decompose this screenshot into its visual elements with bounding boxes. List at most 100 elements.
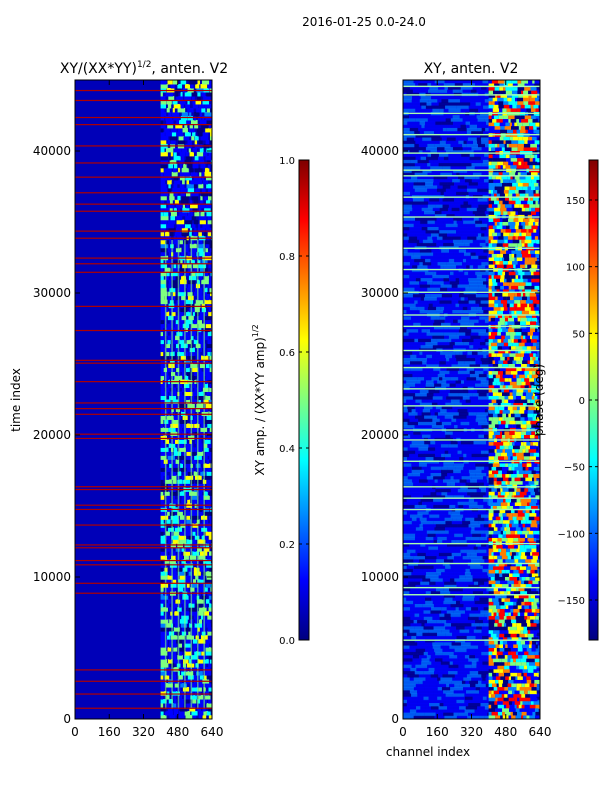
heatmap-cell [420,166,431,170]
heatmap-cell [184,651,192,656]
heatmap-cell [427,188,437,193]
heatmap-cell [193,199,199,205]
heatmap-cell [432,281,444,285]
heatmap-cell [459,172,466,177]
heatmap-cell [168,183,171,189]
heatmap-cell [436,316,440,321]
heatmap-cell [480,380,487,385]
heatmap-cell [450,434,463,439]
heatmap-cell [479,242,486,247]
heatmap-cell [450,616,460,621]
heatmap-cell [205,451,212,456]
heatmap-cell [436,150,446,154]
heatmap-cell [164,267,171,273]
flagged-row [75,145,212,147]
heatmap-cell [193,115,196,121]
heatmap-cell [207,347,212,353]
heatmap-cell [169,571,177,576]
heatmap-cell [429,86,433,91]
heatmap-cell [483,367,490,372]
heatmap-cell [432,274,444,279]
heatmap-cell [451,421,461,426]
heatmap-cell [201,643,210,648]
heatmap-cell [419,99,429,103]
heatmap-cell [179,491,185,496]
heatmap-cell [177,511,183,516]
heatmap-cell [470,616,479,621]
heatmap-cell [484,83,491,87]
flagged-row [75,433,212,435]
heatmap-cell [167,323,174,329]
heatmap-cell [403,380,407,385]
heatmap-cell [167,707,173,712]
heatmap-cell [204,683,212,688]
heatmap-cell [444,80,456,84]
heatmap-cell [538,444,540,448]
heatmap-cell [441,492,448,496]
heatmap-cell [430,472,442,477]
heatmap-cell [442,169,454,174]
heatmap-cell [471,450,481,455]
heatmap-cell [483,354,487,359]
heatmap-cell [165,115,173,121]
heatmap-cell [199,275,203,281]
heatmap-cell [436,236,443,241]
heatmap-cell [536,543,540,547]
heatmap-cell [192,131,196,137]
heatmap-cell [486,329,491,333]
heatmap-cell [419,504,427,509]
heatmap-cell [160,583,169,588]
heatmap-cell [467,393,473,397]
heatmap-cell [418,83,428,87]
heatmap-cell [403,207,413,212]
flagged-row [75,488,212,491]
heatmap-cell [160,359,169,365]
heatmap-cell [414,476,427,480]
heatmap-cell [192,263,198,269]
heatmap-cell [451,642,461,647]
heatmap-cell [539,524,540,528]
heatmap-cell [420,581,430,586]
heatmap-cell [196,563,204,568]
heatmap-cell [452,294,459,298]
heatmap-cell [482,479,488,484]
heatmap-cell [464,383,476,388]
heatmap-cell [420,380,426,385]
left-colorbar: 0.00.20.40.60.81.0 XY amp. / (XX*YY amp)… [251,156,310,647]
heatmap-cell [434,639,438,643]
heatmap-cell [442,651,454,656]
heatmap-cell [482,447,494,452]
heatmap-cell [443,242,454,247]
heatmap-cell [180,707,188,712]
flagged-row [75,124,212,126]
heatmap-cell [428,575,439,579]
heatmap-cell [160,519,164,524]
heatmap-cell [475,175,480,180]
heatmap-cell [535,345,540,349]
heatmap-cell [410,175,418,180]
heatmap-cell [160,467,165,472]
heatmap-cell [470,674,482,678]
heatmap-cell [443,546,456,551]
heatmap-cell [192,699,197,704]
heatmap-cell [457,127,467,132]
heatmap-cell [180,299,186,305]
heatmap-cell [476,664,484,669]
heatmap-cell [403,80,414,84]
heatmap-cell [477,444,484,448]
heatmap-cell [412,265,418,270]
heatmap-cell [470,255,479,260]
heatmap-cell [412,501,419,506]
heatmap-cell [160,539,166,544]
flagged-row [75,402,212,404]
heatmap-cell [442,198,454,202]
heatmap-cell [403,357,411,362]
heatmap-cell [535,632,540,637]
heatmap-cell [436,540,443,544]
heatmap-cell [445,118,451,123]
heatmap-cell [189,419,197,424]
heatmap-cell [418,485,423,490]
heatmap-cell [461,316,470,321]
heatmap-cell [182,231,189,237]
heatmap-cell [170,595,177,600]
